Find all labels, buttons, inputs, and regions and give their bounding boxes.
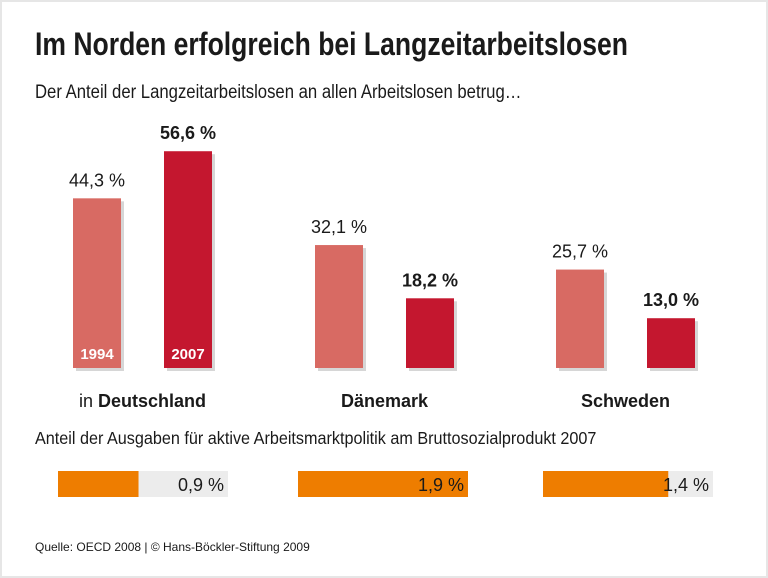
year-label: 2007 bbox=[171, 346, 204, 363]
spending-bar-group: 0,9 % 1,9 % 1,4 % bbox=[58, 471, 713, 497]
source-note: Quelle: OECD 2008 | © Hans-Böckler-Stift… bbox=[35, 540, 310, 554]
spending-value-label: 1,9 % bbox=[418, 475, 464, 495]
category-prefix: in bbox=[79, 391, 98, 411]
bar-2007-deutschland bbox=[164, 151, 212, 368]
bar-1994-dänemark bbox=[315, 245, 363, 368]
chart-title: Im Norden erfolgreich bei Langzeitarbeit… bbox=[35, 27, 628, 63]
category-label: Schweden bbox=[581, 391, 670, 411]
spending-value-label: 1,4 % bbox=[663, 475, 709, 495]
year-label: 1994 bbox=[80, 346, 114, 363]
spending-bar-dänemark bbox=[298, 471, 468, 497]
value-label: 44,3 % bbox=[69, 170, 125, 190]
value-label: 32,1 % bbox=[311, 217, 367, 237]
value-label: 18,2 % bbox=[402, 270, 458, 290]
value-label: 25,7 % bbox=[552, 242, 608, 262]
category-name: Schweden bbox=[581, 391, 670, 411]
spending-bar-deutschland bbox=[58, 471, 139, 497]
category-name: Dänemark bbox=[341, 391, 429, 411]
bar-1994-schweden bbox=[556, 269, 604, 368]
bar-2007-dänemark bbox=[406, 298, 454, 368]
value-label: 56,6 % bbox=[160, 123, 216, 143]
category-name: Deutschland bbox=[98, 391, 206, 411]
bar-2007-schweden bbox=[647, 318, 695, 368]
chart-subtitle: Der Anteil der Langzeitarbeitslosen an a… bbox=[35, 81, 521, 102]
bar-group: 44,3 % 1994 32,1 % 25,7 % 56,6 % 2007 18,2 % 13… bbox=[69, 123, 699, 411]
bar-1994-deutschland bbox=[73, 198, 121, 368]
category-label: Dänemark bbox=[341, 391, 429, 411]
value-label: 13,0 % bbox=[643, 290, 699, 310]
spending-bar-schweden bbox=[543, 471, 669, 497]
spending-value-label: 0,9 % bbox=[178, 475, 224, 495]
spending-title: Anteil der Ausgaben für aktive Arbeitsma… bbox=[35, 428, 596, 448]
category-label: in Deutschland bbox=[79, 391, 206, 411]
